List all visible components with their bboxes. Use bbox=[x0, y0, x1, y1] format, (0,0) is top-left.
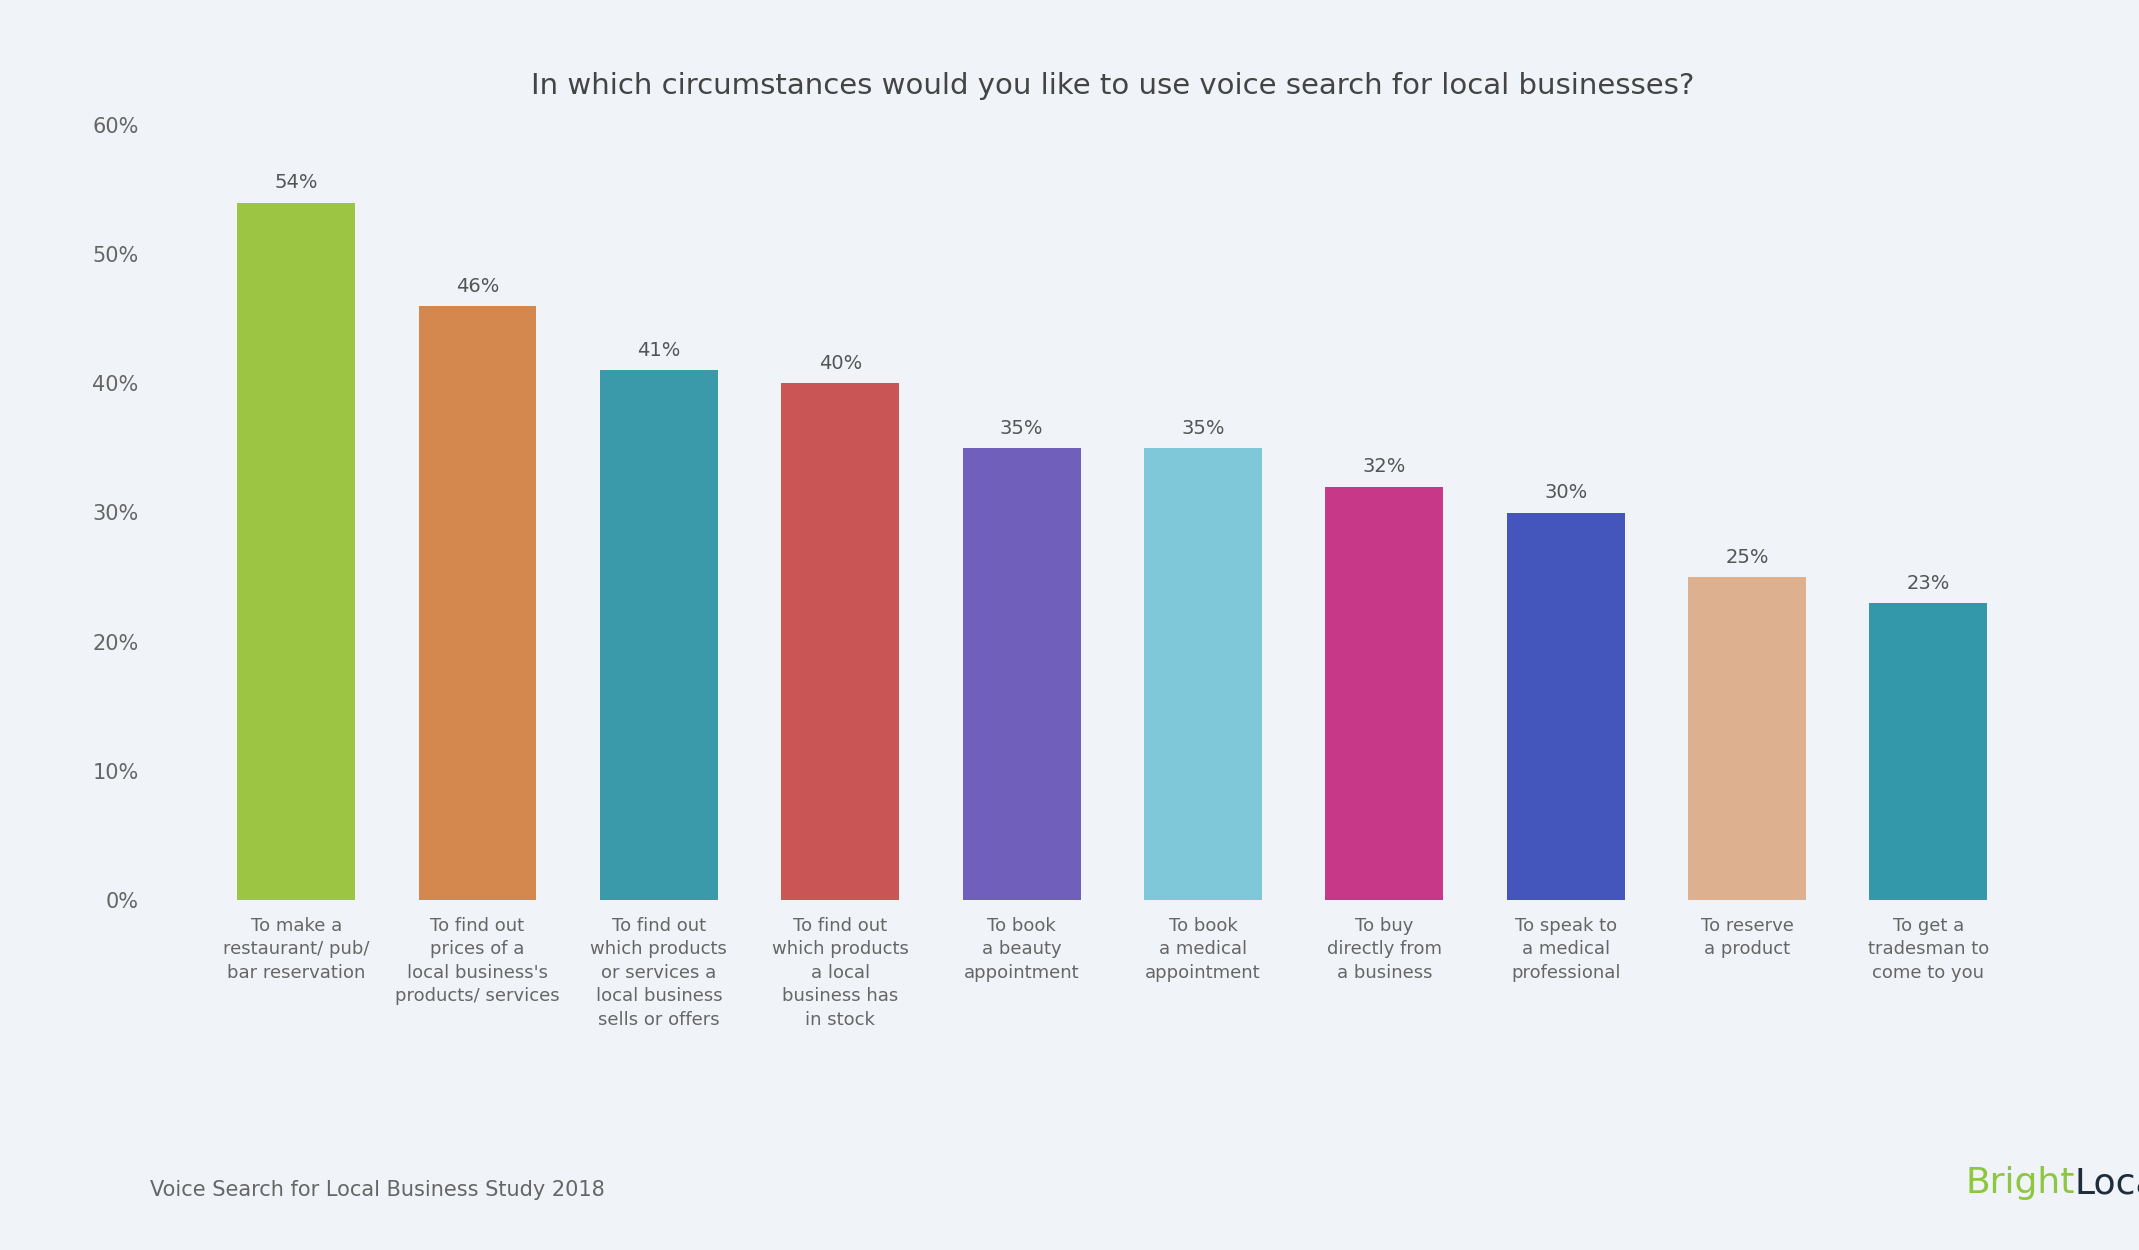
Text: 25%: 25% bbox=[1726, 548, 1769, 566]
Text: 23%: 23% bbox=[1906, 574, 1951, 592]
Bar bbox=[963, 448, 1080, 900]
Bar bbox=[599, 370, 719, 900]
Bar bbox=[419, 306, 537, 900]
Text: Local: Local bbox=[2075, 1166, 2139, 1200]
Text: 35%: 35% bbox=[1181, 419, 1226, 437]
Title: In which circumstances would you like to use voice search for local businesses?: In which circumstances would you like to… bbox=[530, 72, 1694, 100]
Text: 32%: 32% bbox=[1363, 458, 1405, 476]
Text: 41%: 41% bbox=[637, 341, 680, 360]
Text: 35%: 35% bbox=[999, 419, 1044, 437]
Text: 30%: 30% bbox=[1544, 484, 1587, 502]
Text: 46%: 46% bbox=[456, 276, 498, 295]
Bar bbox=[1326, 486, 1444, 900]
Bar bbox=[781, 384, 898, 900]
Bar bbox=[1506, 512, 1626, 900]
Text: 40%: 40% bbox=[819, 354, 862, 372]
Text: Bright: Bright bbox=[1966, 1166, 2075, 1200]
Bar bbox=[1688, 578, 1805, 900]
Bar bbox=[1144, 448, 1262, 900]
Text: 54%: 54% bbox=[274, 174, 319, 192]
Text: Voice Search for Local Business Study 2018: Voice Search for Local Business Study 20… bbox=[150, 1180, 605, 1200]
Bar bbox=[1869, 602, 1987, 900]
Bar bbox=[237, 202, 355, 900]
